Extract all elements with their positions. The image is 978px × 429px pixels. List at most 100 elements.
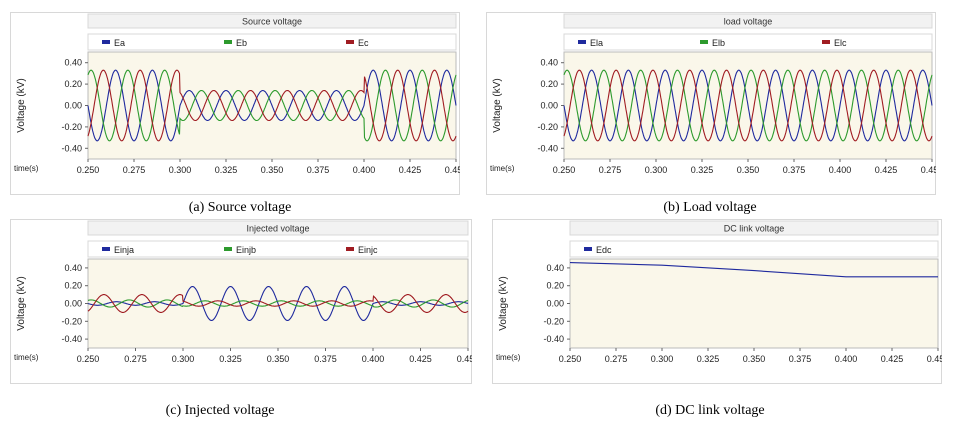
x-tick-label: 0.450	[927, 354, 942, 364]
x-tick-label: 0.350	[743, 354, 766, 364]
legend-swatch	[224, 247, 232, 251]
x-tick-label: 0.400	[835, 354, 858, 364]
y-tick-label: 0.20	[64, 281, 82, 291]
legend-swatch	[224, 40, 232, 44]
series-line-ec	[87, 69, 457, 142]
x-tick-label: 0.275	[605, 354, 628, 364]
x-tick-label: 0.375	[314, 354, 337, 364]
legend-label: Elc	[834, 38, 847, 48]
y-tick-label: 0.20	[540, 79, 558, 89]
x-tick-label: 0.425	[881, 354, 904, 364]
legend-swatch	[346, 247, 354, 251]
legend-label: Einja	[114, 245, 134, 255]
legend-swatch	[584, 247, 592, 251]
x-tick-label: 0.425	[399, 165, 422, 175]
caption-c: (c) Injected voltage	[165, 403, 275, 418]
x-tick-label: 0.325	[697, 354, 720, 364]
x-tick-label: 0.400	[362, 354, 385, 364]
x-axis-label: time(s)	[490, 164, 515, 173]
x-tick-label: 0.350	[737, 165, 760, 175]
x-tick-label: 0.425	[875, 165, 898, 175]
title-bar	[563, 13, 933, 29]
y-tick-label: 0.00	[546, 299, 564, 309]
legend-bar	[87, 33, 457, 51]
series-line-eb	[87, 69, 457, 142]
legend-swatch	[578, 40, 586, 44]
y-tick-label: 0.20	[64, 79, 82, 89]
x-tick-label: 0.300	[172, 354, 195, 364]
chart-svg: Source voltage Ea Eb Ec 0.40 0.20 0.00 -0.20 -0.…	[10, 12, 467, 195]
legend-label: Elb	[712, 38, 725, 48]
chart-title: DC link voltage	[724, 224, 785, 234]
legend-label: Ec	[358, 38, 369, 48]
chart-title: load voltage	[724, 17, 773, 27]
chart-svg: Injected voltage Einja Einjb Einjc 0.40 0.20 0…	[10, 219, 479, 384]
x-tick-label: 0.250	[559, 354, 582, 364]
legend-bar	[569, 240, 939, 258]
series-line-einjb	[87, 299, 469, 308]
x-tick-label: 0.300	[169, 165, 192, 175]
y-tick-label: -0.20	[61, 122, 82, 132]
series-line-ea	[87, 69, 457, 142]
y-tick-label: -0.40	[543, 334, 564, 344]
x-tick-label: 0.300	[645, 165, 668, 175]
title-bar	[87, 13, 457, 29]
y-tick-label: -0.40	[61, 143, 82, 153]
x-tick-label: 0.350	[261, 165, 284, 175]
y-tick-label: 0.40	[546, 263, 564, 273]
legend-label: Edc	[596, 245, 612, 255]
y-tick-label: 0.40	[64, 263, 82, 273]
y-tick-label: -0.20	[543, 316, 564, 326]
legend-label: Ea	[114, 38, 125, 48]
y-tick-label: 0.40	[540, 58, 558, 68]
y-tick-label: 0.00	[540, 101, 558, 111]
series-line-edc	[569, 262, 938, 278]
chart-dc-link-voltage: DC link voltage Edc 0.40 0.20 0.00 -0.20 -0.40…	[492, 219, 949, 384]
legend-swatch	[700, 40, 708, 44]
y-tick-label: 0.00	[64, 101, 82, 111]
y-tick-label: -0.40	[537, 143, 558, 153]
x-tick-label: 0.375	[789, 354, 812, 364]
series-line-einjc	[87, 294, 469, 313]
title-bar	[569, 220, 939, 236]
x-axis-label: time(s)	[496, 353, 521, 362]
caption-d: (d) DC link voltage	[655, 403, 765, 418]
series-line-elb	[563, 69, 933, 142]
legend-label: Einjb	[236, 245, 256, 255]
x-axis-label: time(s)	[14, 164, 39, 173]
x-tick-label: 0.275	[123, 165, 146, 175]
y-tick-label: -0.40	[61, 334, 82, 344]
x-tick-label: 0.375	[783, 165, 806, 175]
chart-svg: load voltage Ela Elb Elc 0.40 0.20 0.00 -0.20 -0…	[486, 12, 943, 195]
legend-label: Eb	[236, 38, 247, 48]
legend-swatch	[102, 247, 110, 251]
legend-bar	[87, 240, 469, 258]
x-tick-label: 0.450	[445, 165, 460, 175]
caption-a: (a) Source voltage	[188, 200, 292, 215]
chart-injected-voltage: Injected voltage Einja Einjb Einjc 0.40 0.20 0…	[10, 219, 479, 384]
x-tick-label: 0.325	[219, 354, 242, 364]
y-axis-label: Voltage (kV)	[492, 78, 503, 132]
x-tick-label: 0.325	[691, 165, 714, 175]
legend-bar	[563, 33, 933, 51]
x-tick-label: 0.400	[353, 165, 376, 175]
x-axis-label: time(s)	[14, 353, 39, 362]
caption-b: (b) Load voltage	[663, 200, 757, 215]
x-tick-label: 0.275	[599, 165, 622, 175]
y-axis-label: Voltage (kV)	[16, 78, 27, 132]
x-tick-label: 0.450	[457, 354, 472, 364]
legend-label: Ela	[590, 38, 603, 48]
x-tick-label: 0.275	[124, 354, 147, 364]
y-tick-label: 0.00	[64, 299, 82, 309]
legend-label: Einjc	[358, 245, 378, 255]
x-tick-label: 0.325	[215, 165, 238, 175]
x-tick-label: 0.375	[307, 165, 330, 175]
y-tick-label: -0.20	[61, 316, 82, 326]
y-axis-label: Voltage (kV)	[498, 276, 509, 330]
x-tick-label: 0.425	[409, 354, 432, 364]
chart-title: Injected voltage	[246, 224, 309, 234]
chart-load-voltage: load voltage Ela Elb Elc 0.40 0.20 0.00 -0.20 -0…	[486, 12, 943, 195]
series-line-elc	[563, 69, 933, 142]
plot-area	[569, 258, 939, 349]
x-tick-label: 0.250	[77, 165, 100, 175]
